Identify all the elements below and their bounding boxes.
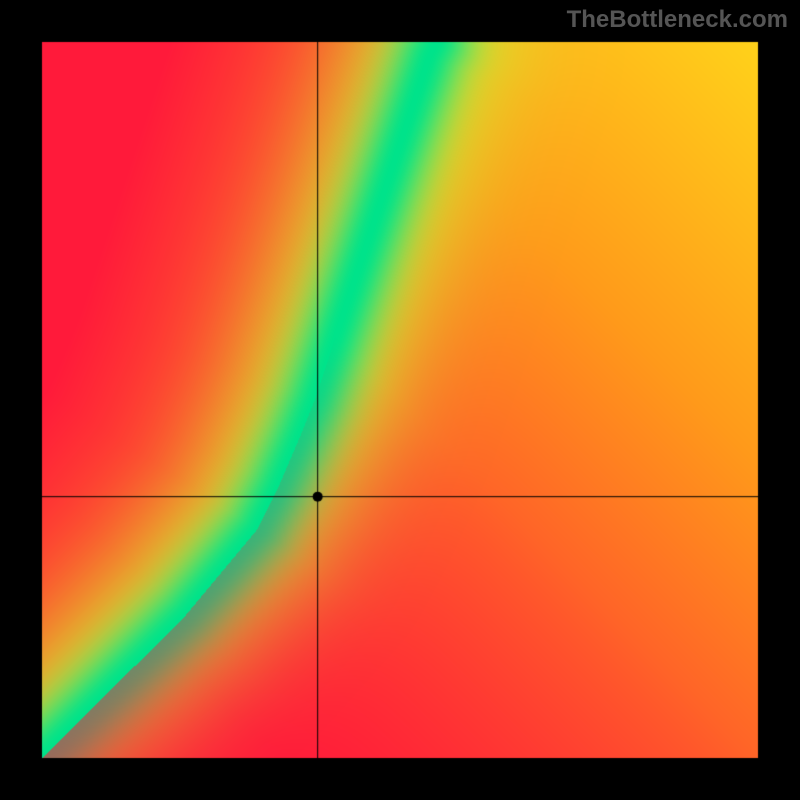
watermark-label: TheBottleneck.com [567, 6, 788, 34]
chart-container: TheBottleneck.com [0, 0, 800, 800]
heatmap-canvas [0, 0, 800, 800]
